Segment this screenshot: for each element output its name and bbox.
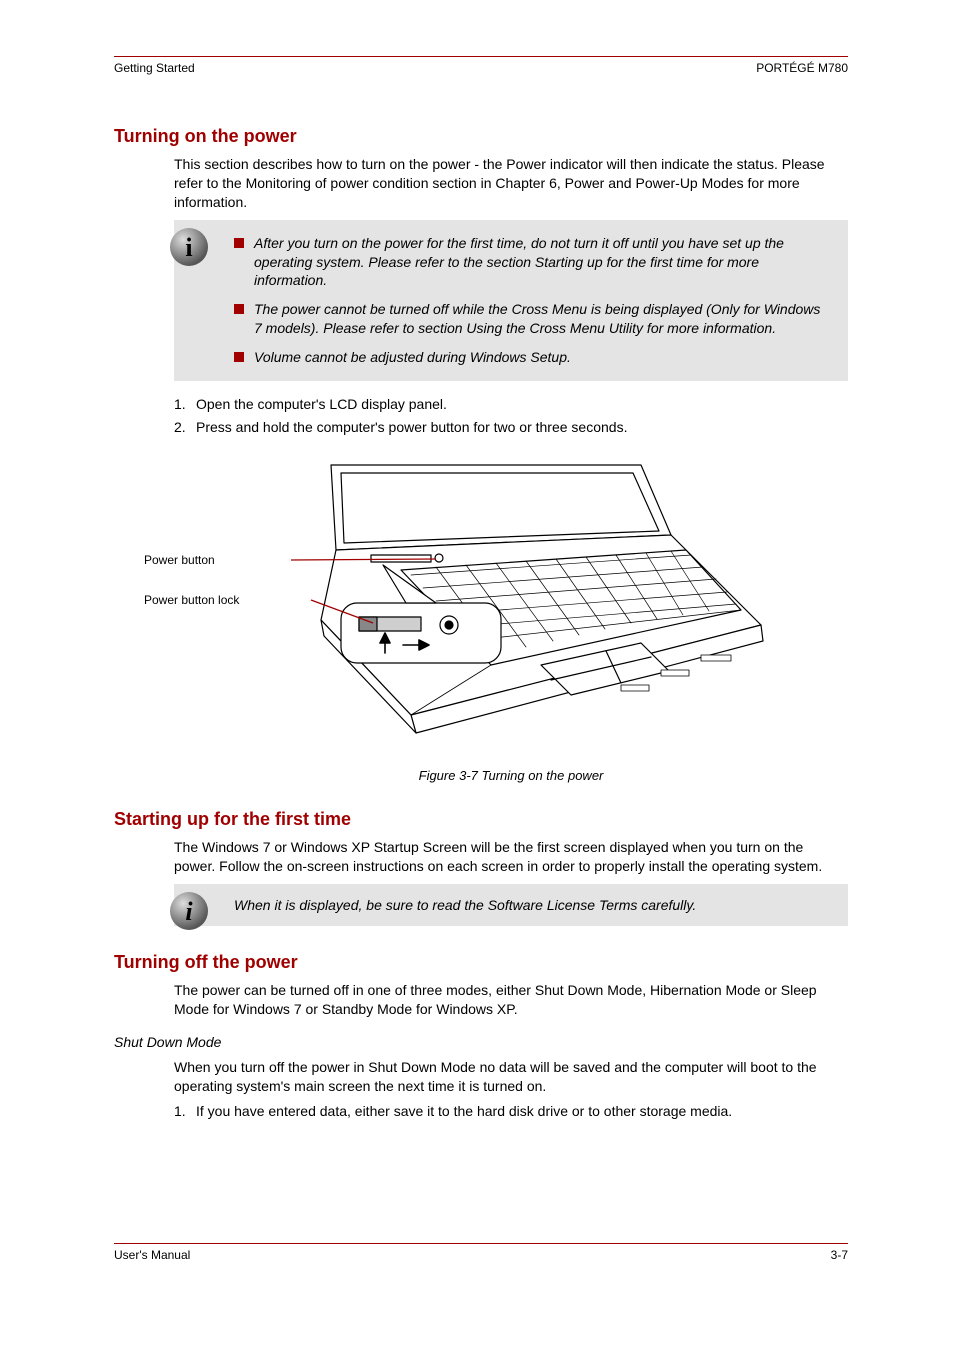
callout-bullet-2: The power cannot be turned off while the… — [234, 300, 828, 338]
step-row: 1. If you have entered data, either save… — [174, 1102, 848, 1121]
bullet-marker — [234, 238, 244, 248]
shutdown-subheading: Shut Down Mode — [114, 1033, 848, 1052]
callout-bullet-text: The power cannot be turned off while the… — [254, 300, 828, 338]
header-left-text: Getting Started — [114, 61, 195, 75]
step-text: Press and hold the computer's power butt… — [196, 418, 627, 437]
step-row: 1.Open the computer's LCD display panel. — [174, 395, 848, 414]
turning-on-heading: Turning on the power — [114, 126, 848, 147]
callout-single-text: When it is displayed, be sure to read th… — [234, 897, 696, 913]
step-text: If you have entered data, either save it… — [196, 1102, 732, 1121]
page-footer: User's Manual 3-7 — [114, 1243, 848, 1262]
callout-bullet-3: Volume cannot be adjusted during Windows… — [234, 348, 828, 367]
page-header: Getting Started PORTÉGÉ M780 — [114, 56, 848, 75]
svg-text:i: i — [185, 233, 192, 262]
info-icon: i — [168, 226, 210, 268]
figure-label-power-lock: Power button lock — [144, 593, 239, 607]
turning-on-intro: This section describes how to turn on th… — [174, 155, 848, 212]
bullet-marker — [234, 352, 244, 362]
info-icon: i — [168, 890, 210, 932]
bullet-marker — [234, 304, 244, 314]
step-row: 2.Press and hold the computer's power bu… — [174, 418, 848, 437]
info-callout-single: i When it is displayed, be sure to read … — [174, 884, 848, 927]
figure-container: Power button Power button lock — [174, 455, 848, 760]
starting-up-heading: Starting up for the first time — [114, 809, 848, 830]
page-content: Turning on the power This section descri… — [114, 110, 848, 1121]
shutdown-text: When you turn off the power in Shut Down… — [174, 1058, 848, 1096]
step-text: Open the computer's LCD display panel. — [196, 395, 447, 414]
footer-right-text: 3-7 — [831, 1248, 848, 1262]
laptop-illustration — [241, 455, 781, 755]
callout-bullet-1: After you turn on the power for the firs… — [234, 234, 828, 291]
step-number: 1. — [174, 395, 196, 414]
turning-off-intro: The power can be turned off in one of th… — [174, 981, 848, 1019]
turning-off-heading: Turning off the power — [114, 952, 848, 973]
callout-bullet-text: After you turn on the power for the firs… — [254, 234, 828, 291]
header-right-text: PORTÉGÉ M780 — [756, 61, 848, 75]
footer-left-text: User's Manual — [114, 1248, 190, 1262]
figure-caption: Figure 3-7 Turning on the power — [174, 768, 848, 783]
callout-bullet-text: Volume cannot be adjusted during Windows… — [254, 348, 571, 367]
step-number: 2. — [174, 418, 196, 437]
starting-up-intro: The Windows 7 or Windows XP Startup Scre… — [174, 838, 848, 876]
info-callout-box: i After you turn on the power for the fi… — [174, 220, 848, 381]
step-number: 1. — [174, 1102, 196, 1121]
svg-text:i: i — [185, 897, 193, 926]
figure-label-power-button: Power button — [144, 553, 215, 567]
